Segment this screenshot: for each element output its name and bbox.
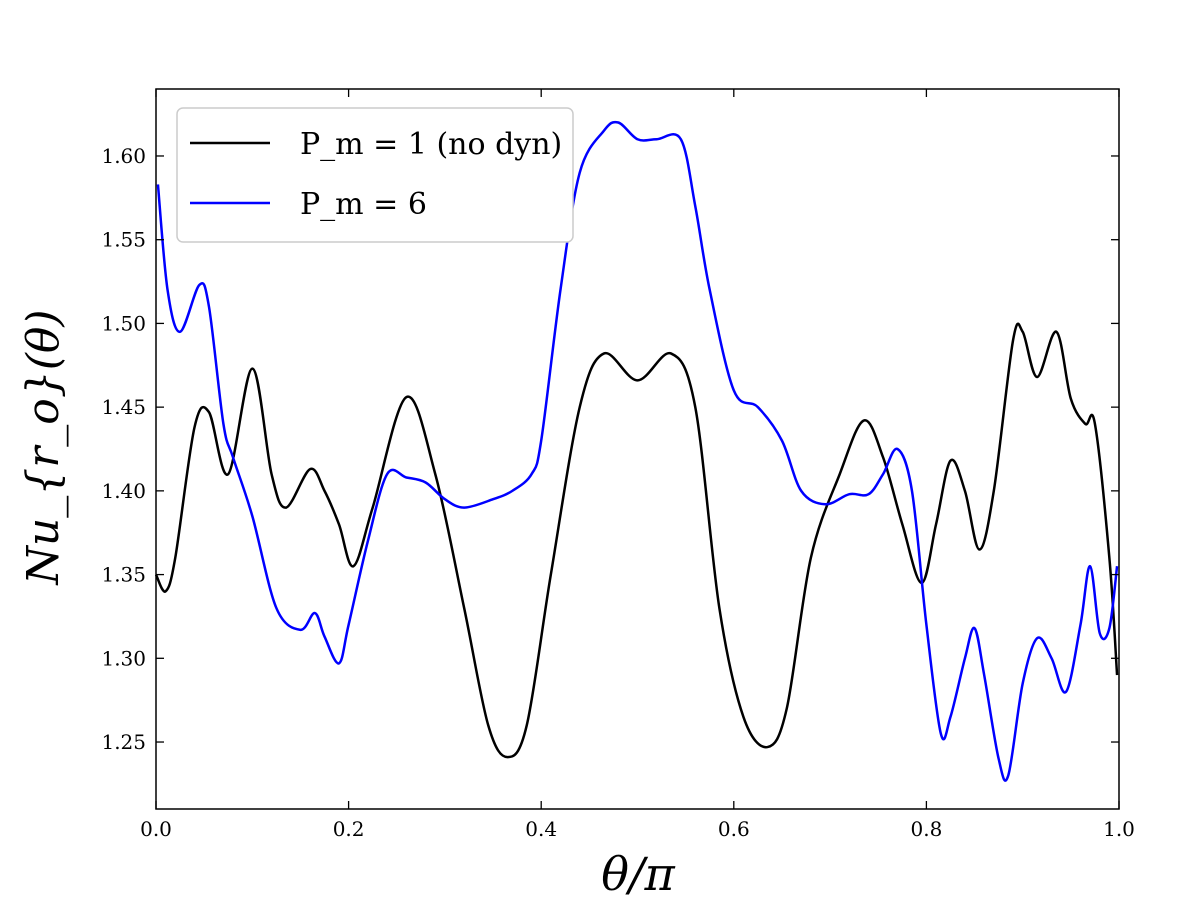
x-tick-label: 0.0: [140, 817, 172, 841]
y-tick-label: 1.60: [101, 144, 146, 168]
x-tick-label: 1.0: [1103, 817, 1135, 841]
x-axis-title: θ/π: [601, 847, 675, 901]
y-tick-label: 1.45: [101, 395, 146, 419]
legend-box: [176, 107, 574, 243]
y-tick-label: 1.50: [101, 311, 146, 335]
plot-frame: [155, 88, 1120, 810]
series-line-pm1: [154, 322, 1119, 759]
legend-label-pm6: P_m = 6: [300, 187, 427, 222]
legend: P_m = 1 (no dyn) P_m = 6: [176, 107, 574, 243]
x-tick-label: 0.2: [333, 817, 365, 841]
legend-label-pm1: P_m = 1 (no dyn): [300, 127, 562, 162]
y-tick-label: 1.35: [101, 563, 146, 587]
y-tick-label: 1.25: [101, 730, 146, 754]
y-axis-title: Nu_{r_o}(θ): [18, 309, 69, 585]
y-tick-label: 1.55: [101, 228, 146, 252]
y-tick-label: 1.30: [101, 646, 146, 670]
y-tick-label: 1.40: [101, 479, 146, 503]
x-tick-label: 0.8: [910, 817, 942, 841]
x-tick-label: 0.4: [525, 817, 557, 841]
series-line-pm6: [156, 120, 1119, 782]
ticks-layer: 0.0 0.2 0.4 0.6 0.8 1.0 1.25 1.30 1.35 1.40 1.45 1.…: [101, 89, 1135, 841]
series-layer: [154, 120, 1119, 782]
x-tick-label: 0.6: [718, 817, 750, 841]
